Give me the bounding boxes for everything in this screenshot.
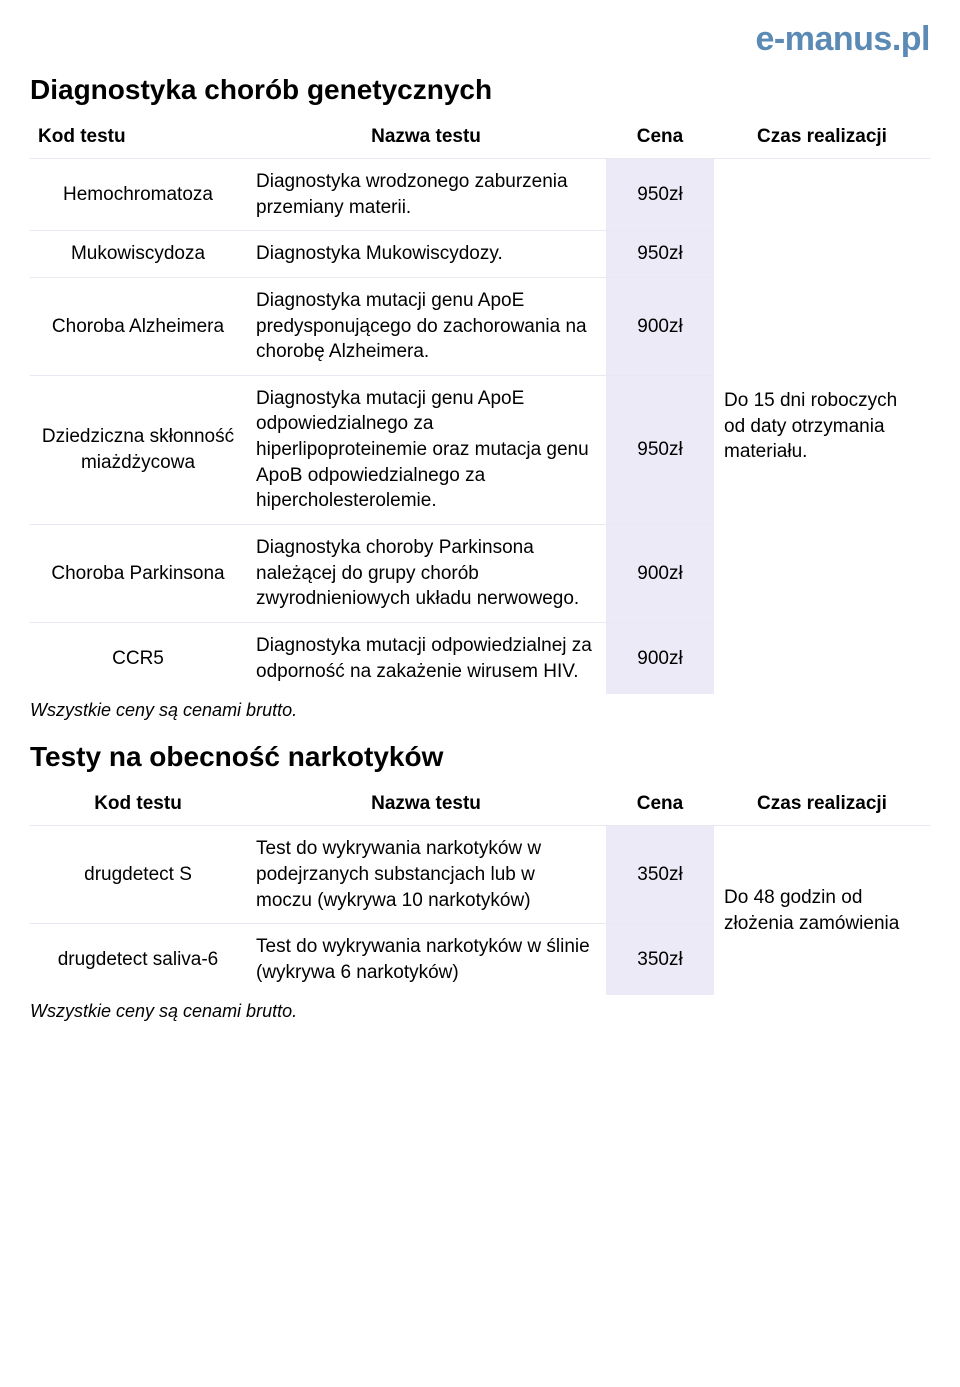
col-header-code: Kod testu xyxy=(30,116,246,159)
time-cell: Do 15 dni roboczych od daty otrzymania m… xyxy=(714,159,930,695)
section1-note: Wszystkie ceny są cenami brutto. xyxy=(30,700,930,721)
price-cell: 950zł xyxy=(606,159,714,231)
code-cell: Hemochromatoza xyxy=(30,159,246,231)
col-header-time: Czas realizacji xyxy=(714,116,930,159)
col-header-price: Cena xyxy=(606,783,714,826)
name-cell: Diagnostyka mutacji genu ApoE odpowiedzi… xyxy=(246,375,606,524)
name-cell: Diagnostyka choroby Parkinsona należącej… xyxy=(246,525,606,623)
name-cell: Diagnostyka mutacji genu ApoE predysponu… xyxy=(246,277,606,375)
code-cell: Choroba Parkinsona xyxy=(30,525,246,623)
price-cell: 900zł xyxy=(606,622,714,694)
price-cell: 900zł xyxy=(606,525,714,623)
col-header-name: Nazwa testu xyxy=(246,116,606,159)
price-cell: 350zł xyxy=(606,924,714,996)
code-cell: drugdetect saliva-6 xyxy=(30,924,246,996)
section2-title: Testy na obecność narkotyków xyxy=(30,741,930,773)
col-header-price: Cena xyxy=(606,116,714,159)
code-cell: drugdetect S xyxy=(30,826,246,924)
name-cell: Test do wykrywania narkotyków w ślinie (… xyxy=(246,924,606,996)
time-cell: Do 48 godzin od złożenia zamówienia xyxy=(714,826,930,996)
name-cell: Diagnostyka mutacji odpowiedzialnej za o… xyxy=(246,622,606,694)
col-header-name: Nazwa testu xyxy=(246,783,606,826)
name-cell: Test do wykrywania narkotyków w podejrza… xyxy=(246,826,606,924)
section2-table: Kod testu Nazwa testu Cena Czas realizac… xyxy=(30,783,930,995)
price-cell: 350zł xyxy=(606,826,714,924)
price-cell: 950zł xyxy=(606,231,714,278)
section1-title: Diagnostyka chorób genetycznych xyxy=(30,74,930,106)
col-header-time: Czas realizacji xyxy=(714,783,930,826)
section1-table: Kod testu Nazwa testu Cena Czas realizac… xyxy=(30,116,930,694)
code-cell: CCR5 xyxy=(30,622,246,694)
price-cell: 950zł xyxy=(606,375,714,524)
site-logo: e-manus.pl xyxy=(30,20,930,59)
table-row: drugdetect S Test do wykrywania narkotyk… xyxy=(30,826,930,924)
table-row: Hemochromatoza Diagnostyka wrodzonego za… xyxy=(30,159,930,231)
code-cell: Dziedziczna skłonność miażdżycowa xyxy=(30,375,246,524)
section2-note: Wszystkie ceny są cenami brutto. xyxy=(30,1001,930,1022)
col-header-code: Kod testu xyxy=(30,783,246,826)
code-cell: Choroba Alzheimera xyxy=(30,277,246,375)
price-cell: 900zł xyxy=(606,277,714,375)
code-cell: Mukowiscydoza xyxy=(30,231,246,278)
name-cell: Diagnostyka wrodzonego zaburzenia przemi… xyxy=(246,159,606,231)
name-cell: Diagnostyka Mukowiscydozy. xyxy=(246,231,606,278)
